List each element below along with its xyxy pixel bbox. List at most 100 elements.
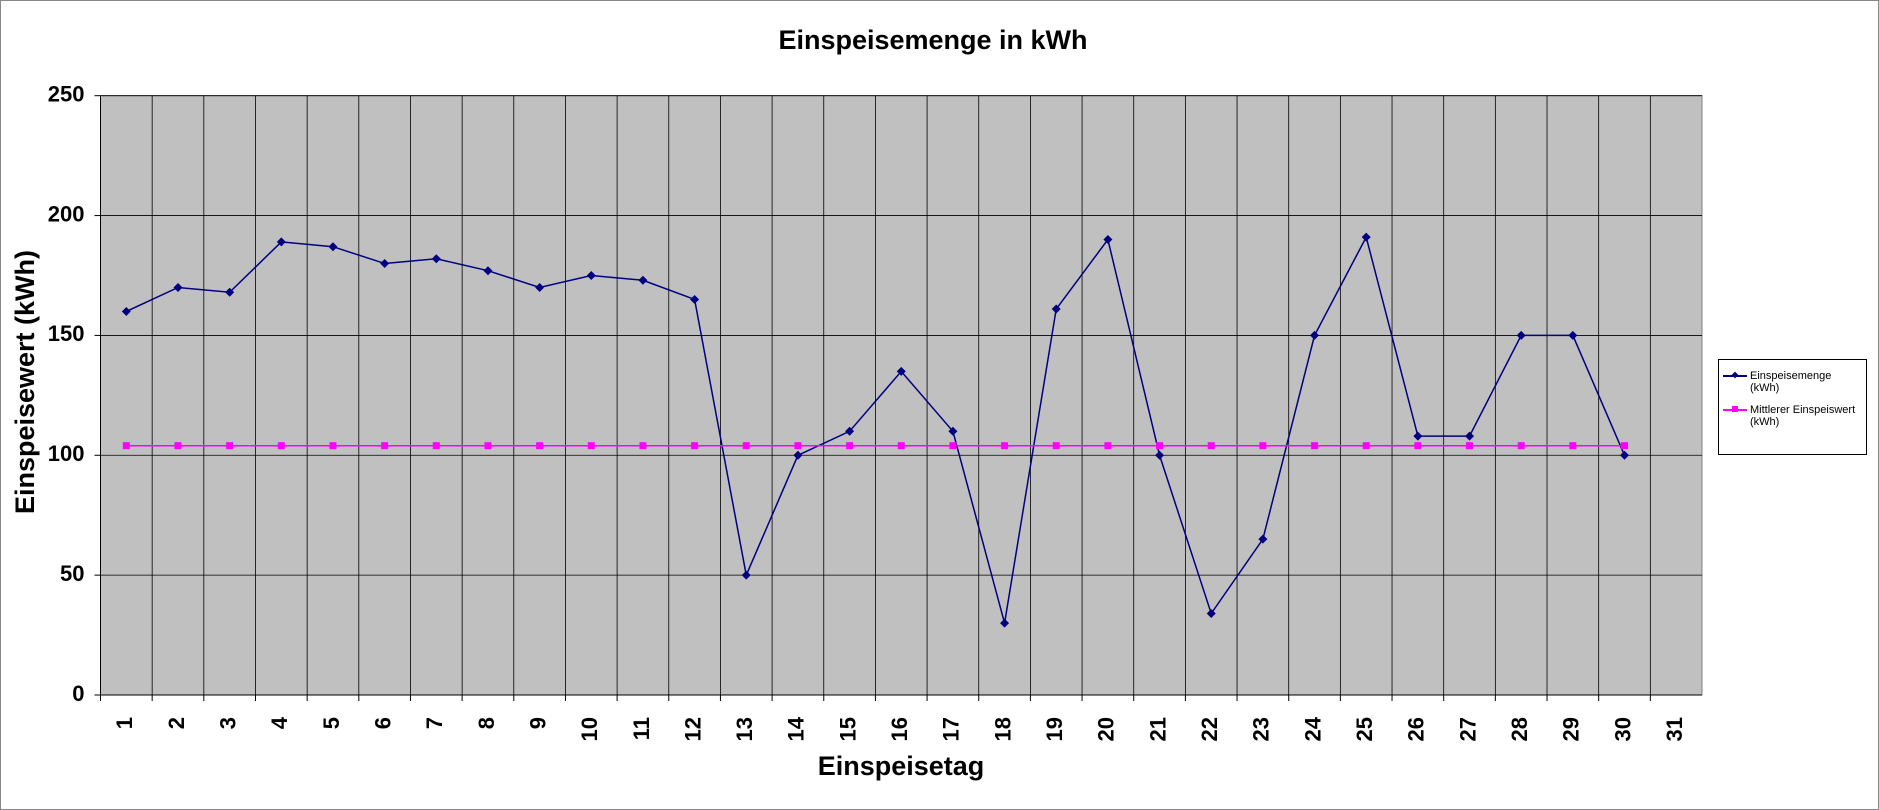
data-point <box>174 442 182 450</box>
data-point <box>1051 304 1061 314</box>
legend-swatch <box>1723 370 1747 382</box>
data-point <box>432 442 440 450</box>
y-tick-label: 250 <box>48 82 85 107</box>
data-point <box>328 242 338 252</box>
x-tick-label: 9 <box>525 717 550 729</box>
x-tick-label: 28 <box>1507 717 1532 741</box>
data-point <box>896 366 906 376</box>
x-tick-label: 14 <box>784 716 809 741</box>
data-point <box>794 442 802 450</box>
x-tick-label: 15 <box>835 717 860 741</box>
data-point <box>587 442 595 450</box>
x-tick-label: 29 <box>1559 717 1584 741</box>
data-point <box>431 254 441 264</box>
data-point <box>1465 431 1475 441</box>
data-point <box>949 442 957 450</box>
data-point <box>639 442 647 450</box>
data-point <box>1156 442 1164 450</box>
series-line <box>126 235 1626 624</box>
x-tick-label: 25 <box>1352 717 1377 741</box>
data-point <box>1516 330 1526 340</box>
data-point <box>226 442 234 450</box>
data-point <box>742 442 750 450</box>
data-point <box>1155 450 1165 460</box>
data-point <box>1206 608 1216 618</box>
x-tick-label: 23 <box>1249 717 1274 741</box>
data-point <box>1361 232 1371 242</box>
data-point <box>845 426 855 436</box>
data-point <box>690 294 700 304</box>
data-point <box>380 259 390 269</box>
x-tick-label: 17 <box>939 717 964 741</box>
data-point <box>1414 442 1422 450</box>
data-point <box>381 442 389 450</box>
data-point <box>484 442 492 450</box>
x-tick-label: 27 <box>1455 717 1480 741</box>
data-point <box>1310 330 1320 340</box>
legend-swatch <box>1723 404 1747 416</box>
y-tick-label: 100 <box>48 441 85 466</box>
data-point <box>225 287 235 297</box>
x-tick-label: 5 <box>319 717 344 729</box>
data-point <box>1362 442 1370 450</box>
data-point <box>121 306 131 316</box>
x-tick-label: 22 <box>1197 717 1222 741</box>
x-axis-label: Einspeisetag <box>818 751 985 781</box>
data-point <box>1104 442 1112 450</box>
data-point <box>1621 442 1629 450</box>
data-point <box>1103 235 1113 245</box>
y-axis-label: Einspeisewert (kWh) <box>10 250 40 514</box>
legend-label: Mittlerer Einspeiswert (kWh) <box>1750 404 1856 428</box>
x-tick-label: 4 <box>267 716 292 729</box>
data-point <box>536 442 544 450</box>
x-tick-label: 12 <box>680 717 705 741</box>
x-tick-label: 8 <box>474 717 499 729</box>
data-point <box>1620 450 1630 460</box>
data-point <box>535 282 545 292</box>
data-point <box>846 442 854 450</box>
plot-area <box>100 95 1703 696</box>
x-tick-label: 2 <box>164 717 189 729</box>
data-point <box>1001 442 1009 450</box>
data-point <box>276 237 286 247</box>
data-point <box>483 266 493 276</box>
data-point <box>897 442 905 450</box>
data-point <box>1466 442 1474 450</box>
data-point <box>741 570 751 580</box>
data-point <box>1517 442 1525 450</box>
data-point <box>1207 442 1215 450</box>
x-tick-label: 13 <box>732 717 757 741</box>
y-tick-label: 150 <box>48 321 85 346</box>
data-point <box>329 442 337 450</box>
x-tick-label: 30 <box>1610 717 1635 741</box>
x-tick-label: 11 <box>629 717 654 740</box>
data-point <box>1258 534 1268 544</box>
x-tick-label: 21 <box>1145 717 1170 741</box>
data-point <box>277 442 285 450</box>
x-tick-label: 6 <box>370 717 395 729</box>
legend: Einspeisemenge (kWh) Mittlerer Einspeiswe… <box>1718 359 1867 455</box>
data-point <box>122 442 130 450</box>
x-tick-label: 31 <box>1662 717 1687 741</box>
data-point <box>691 442 699 450</box>
y-tick-label: 0 <box>72 681 84 706</box>
x-tick-label: 16 <box>887 717 912 741</box>
data-point <box>1000 618 1010 628</box>
x-tick-label: 7 <box>422 717 447 729</box>
data-point <box>586 270 596 280</box>
data-point <box>638 275 648 285</box>
x-tick-label: 3 <box>215 717 240 729</box>
x-tick-label: 10 <box>577 717 602 741</box>
legend-item: Einspeisemenge (kWh) <box>1723 370 1862 394</box>
x-tick-label: 20 <box>1094 717 1119 741</box>
data-point <box>948 426 958 436</box>
x-tick-label: 19 <box>1042 717 1067 741</box>
data-point <box>1569 442 1577 450</box>
data-point <box>1568 330 1578 340</box>
data-point <box>1413 431 1423 441</box>
data-point <box>1259 442 1267 450</box>
data-point <box>173 282 183 292</box>
chart-title: Einspeisemenge in kWh <box>778 25 1087 55</box>
